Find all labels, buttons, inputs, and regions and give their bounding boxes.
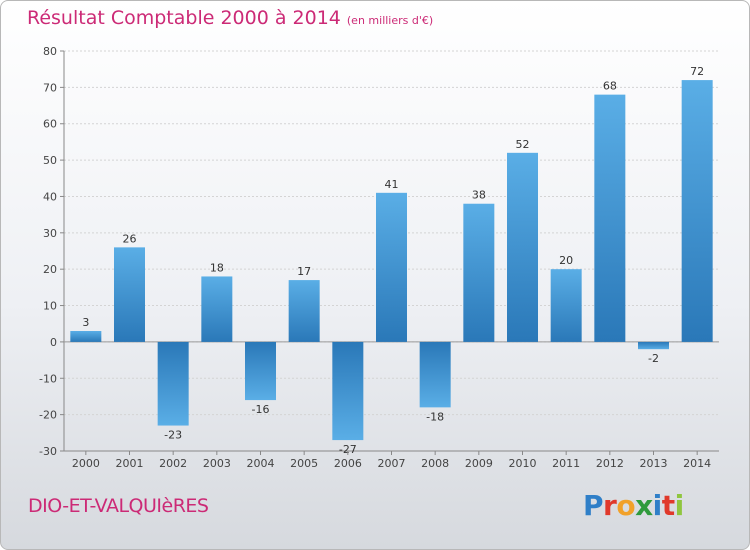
bar-value-label: -16 xyxy=(252,403,270,416)
bar xyxy=(114,247,145,342)
bar-value-label: 68 xyxy=(603,80,617,93)
y-tick-label: 70 xyxy=(43,81,57,94)
bar-value-label: 72 xyxy=(690,65,704,78)
bar xyxy=(681,80,713,342)
y-tick-label: 50 xyxy=(43,154,57,167)
y-tick-label: 0 xyxy=(50,336,57,349)
bar xyxy=(201,276,233,342)
x-tick-label: 2012 xyxy=(596,457,624,470)
y-tick-label: 80 xyxy=(43,45,57,58)
logo-letter: x xyxy=(635,489,653,522)
bar xyxy=(70,331,102,342)
bar-value-label: -2 xyxy=(648,352,659,365)
x-tick-label: 2002 xyxy=(159,457,187,470)
bar-value-label: 18 xyxy=(210,261,224,274)
commune-name: DIO-ET-VALQUIèRES xyxy=(28,495,209,517)
x-tick-label: 2001 xyxy=(116,457,144,470)
y-tick-label: 10 xyxy=(43,300,57,313)
bar xyxy=(157,341,189,426)
bar xyxy=(594,94,626,342)
bar xyxy=(550,269,582,342)
x-tick-label: 2004 xyxy=(247,457,275,470)
x-tick-label: 2014 xyxy=(683,457,711,470)
chart-subtitle: (en milliers d'€) xyxy=(346,14,434,27)
y-tick-label: 30 xyxy=(43,227,57,240)
bar-value-label: 41 xyxy=(385,178,399,191)
bar xyxy=(332,341,364,441)
x-tick-label: 2006 xyxy=(334,457,362,470)
y-tick-label: 60 xyxy=(43,118,57,131)
x-tick-label: 2005 xyxy=(290,457,318,470)
bar xyxy=(419,341,451,408)
bar-value-label: 20 xyxy=(559,254,573,267)
bar xyxy=(288,280,320,342)
logo-letter: P xyxy=(583,489,604,522)
logo-letter: o xyxy=(616,489,636,522)
bar-value-label: 52 xyxy=(516,138,530,151)
logo-letter: i xyxy=(652,489,663,522)
x-tick-label: 2008 xyxy=(421,457,449,470)
bar-value-label: -27 xyxy=(339,443,357,456)
logo-letter: i xyxy=(674,489,685,522)
chart-title: Résultat Comptable 2000 à 2014 (en millie… xyxy=(27,7,433,29)
x-tick-label: 2013 xyxy=(640,457,668,470)
bar xyxy=(638,341,669,350)
bar xyxy=(463,203,495,342)
x-tick-label: 2010 xyxy=(509,457,537,470)
chart-title-text: Résultat Comptable 2000 à 2014 xyxy=(27,7,341,29)
x-tick-label: 2000 xyxy=(72,457,100,470)
logo-letter: r xyxy=(603,489,617,522)
bar-value-label: 38 xyxy=(472,189,486,202)
y-tick-label: 20 xyxy=(43,263,57,276)
bar xyxy=(376,192,407,342)
proxiti-logo: Proxiti xyxy=(583,489,684,522)
bar-value-label: 17 xyxy=(297,265,311,278)
bar-value-label: 3 xyxy=(82,316,89,329)
x-tick-label: 2003 xyxy=(203,457,231,470)
y-tick-label: -20 xyxy=(39,409,57,422)
bar-value-label: -23 xyxy=(164,429,182,442)
x-tick-label: 2011 xyxy=(552,457,580,470)
bar-value-label: -18 xyxy=(426,410,444,423)
y-tick-label: -30 xyxy=(39,445,57,458)
bar xyxy=(245,341,276,401)
y-tick-label: 40 xyxy=(43,190,57,203)
bar xyxy=(507,152,538,342)
bar-value-label: 26 xyxy=(123,232,137,245)
logo-letter: t xyxy=(661,489,675,522)
y-tick-label: -10 xyxy=(39,372,57,385)
x-tick-label: 2009 xyxy=(465,457,493,470)
x-tick-label: 2007 xyxy=(378,457,406,470)
